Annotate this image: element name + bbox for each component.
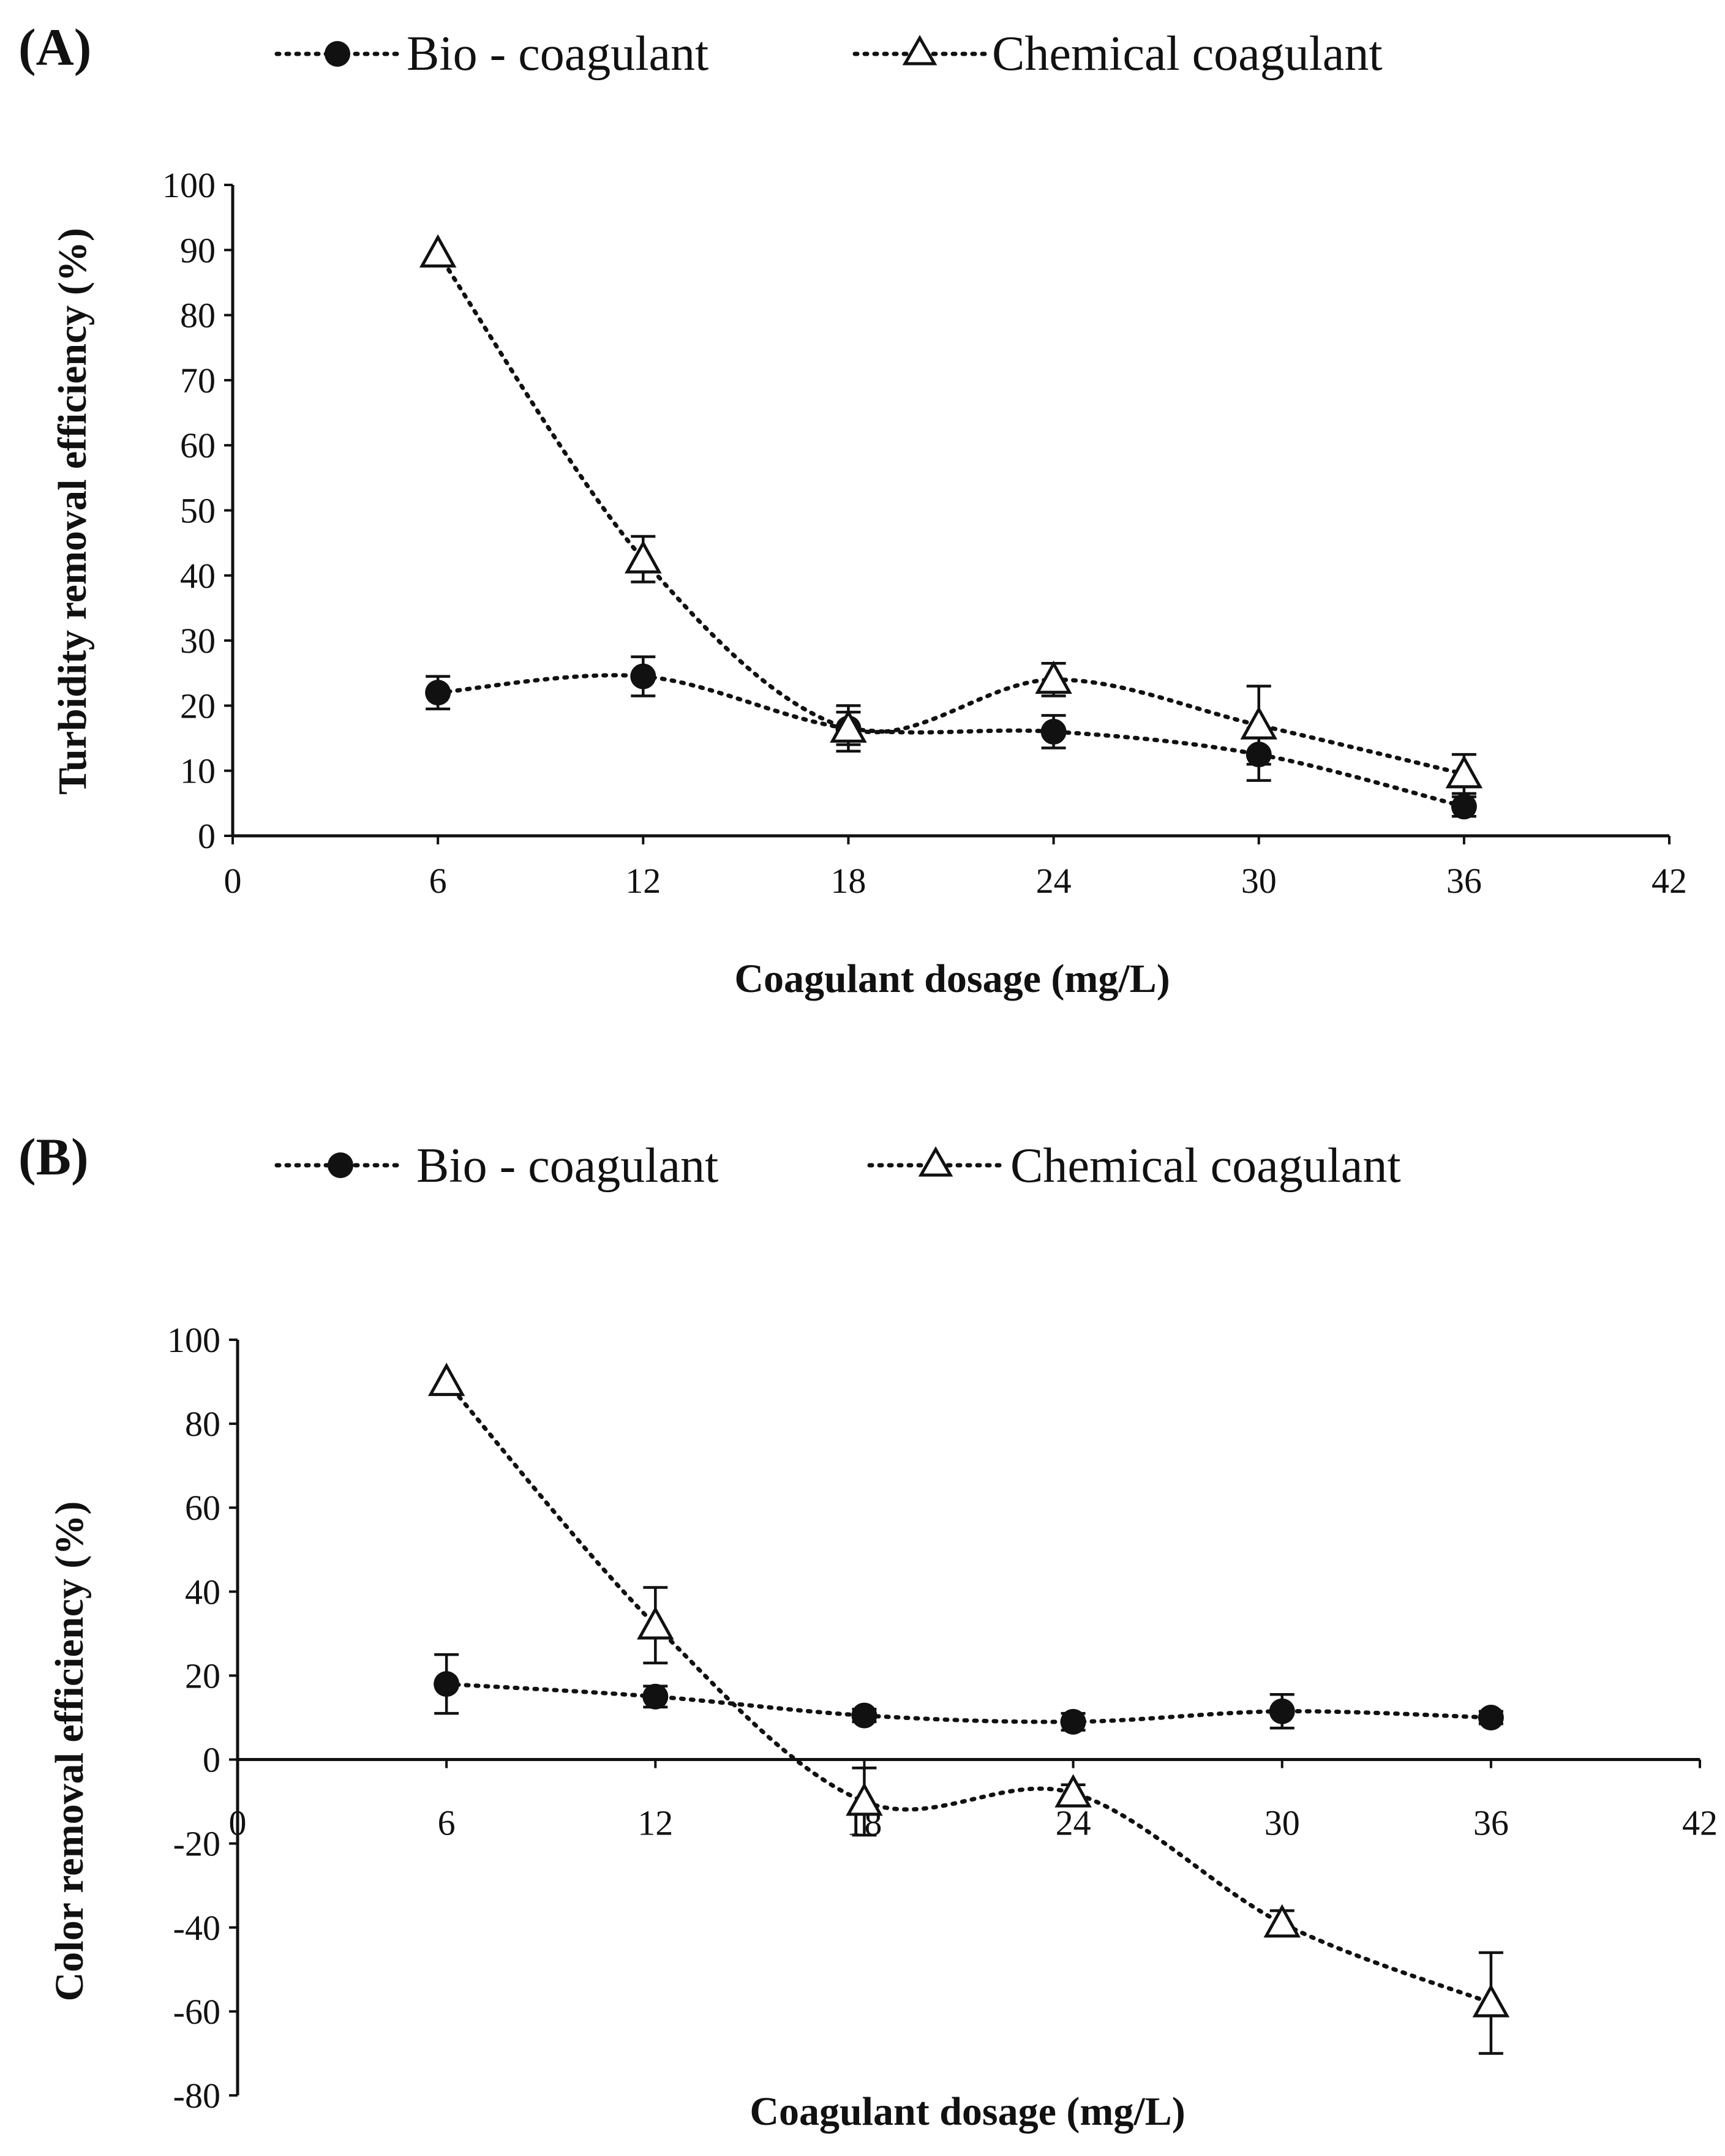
- b-xtick: 12: [637, 1803, 673, 1843]
- a-ytick: 100: [162, 165, 216, 205]
- a-xtick: 0: [224, 861, 242, 901]
- a-ytick: 10: [180, 751, 216, 791]
- a-ytick: 80: [180, 296, 216, 336]
- a-xtick: 24: [1036, 861, 1072, 901]
- panel-b-x-axis-title: Coagulant dosage (mg/L): [750, 2089, 1185, 2134]
- bio-data-point: [630, 663, 656, 689]
- b-ytick: -40: [173, 1908, 220, 1948]
- bio-data-point: [1040, 718, 1067, 745]
- a-ytick: 50: [180, 491, 216, 531]
- panel-b-label: (B): [18, 1127, 89, 1186]
- bio-data-point: [851, 1702, 878, 1729]
- b-xtick: 0: [229, 1803, 247, 1843]
- b-ytick: 40: [185, 1572, 220, 1612]
- panel-a-axes: [224, 184, 1671, 844]
- chemical-data-point: [625, 540, 662, 574]
- a-xtick: 42: [1652, 861, 1687, 901]
- panel-b: (B) Bio - coagulant Chemical coagulant 0…: [18, 1127, 1718, 2134]
- chemical-data-point: [427, 1362, 465, 1396]
- panel-b-y-axis-title: Color removal efficiency (%): [47, 1501, 92, 2002]
- panel-a-x-axis-title: Coagulant dosage (mg/L): [734, 956, 1170, 1001]
- legend-a-bio-marker: [325, 41, 350, 67]
- bio-series-line: [435, 673, 1467, 809]
- panel-b-axes: [229, 1339, 1701, 2097]
- panel-a-series: [419, 234, 1483, 820]
- chemical-series-line: [444, 1380, 1494, 2005]
- panel-a-y-ticks: 0 10 20 30 40 50 60 70 80 90 100: [162, 165, 216, 856]
- a-xtick: 6: [429, 861, 447, 901]
- a-xtick: 36: [1446, 861, 1482, 901]
- bio-data-point: [1451, 794, 1477, 820]
- b-ytick: -80: [173, 2076, 220, 2116]
- a-xtick: 30: [1241, 861, 1277, 901]
- a-ytick: 60: [180, 426, 216, 465]
- chemical-data-point: [419, 234, 457, 268]
- panel-b-series: [427, 1362, 1510, 2055]
- b-xtick: 36: [1473, 1803, 1509, 1843]
- bio-data-point: [642, 1683, 669, 1710]
- panel-a: (A) Bio - coagulant Chemical coagulant 0…: [18, 18, 1687, 1001]
- panel-b-legend: Bio - coagulant Chemical coagulant: [274, 1139, 1401, 1193]
- chemical-data-point: [1472, 1984, 1510, 2018]
- legend-b-bio-marker: [328, 1152, 353, 1178]
- b-ytick: 80: [185, 1404, 220, 1444]
- chemical-data-point: [1054, 1774, 1092, 1808]
- legend-b-bio-label: Bio - coagulant: [416, 1139, 718, 1193]
- bio-series-line: [444, 1681, 1494, 1724]
- chemical-series-line: [435, 251, 1467, 776]
- b-ytick: 60: [185, 1488, 220, 1528]
- bio-data-point: [434, 1671, 460, 1697]
- b-xtick: 6: [438, 1803, 456, 1843]
- chemical-data-point: [637, 1606, 674, 1640]
- b-ytick: -20: [173, 1824, 220, 1864]
- legend-b-chem-label: Chemical coagulant: [1010, 1139, 1401, 1193]
- panel-a-label: (A): [18, 18, 91, 77]
- panel-b-x-ticks: 0 6 12 18 24 30 36 42: [229, 1803, 1718, 1843]
- b-xtick: 24: [1056, 1803, 1091, 1843]
- panel-a-y-axis-title: Turbidity removal efficiency (%): [50, 228, 95, 795]
- a-ytick: 0: [198, 816, 216, 856]
- bio-data-point: [425, 680, 451, 706]
- panel-a-x-ticks: 0 6 12 18 24 30 36 42: [224, 861, 1688, 901]
- legend-b-chem-marker: [918, 1146, 953, 1177]
- bio-data-point: [1478, 1705, 1504, 1730]
- a-ytick: 40: [180, 556, 216, 596]
- a-xtick: 12: [625, 861, 661, 901]
- panel-a-legend: Bio - coagulant Chemical coagulant: [274, 27, 1383, 81]
- b-ytick: 20: [185, 1656, 220, 1696]
- chemical-data-point: [1263, 1904, 1301, 1938]
- a-ytick: 90: [180, 230, 216, 270]
- chemical-data-point: [1035, 660, 1072, 694]
- chemical-data-point: [846, 1782, 883, 1816]
- legend-a-chem-label: Chemical coagulant: [992, 27, 1383, 81]
- bio-data-point: [1269, 1698, 1295, 1724]
- b-ytick: 100: [167, 1320, 220, 1360]
- chemical-data-point: [830, 709, 867, 743]
- a-ytick: 20: [180, 686, 216, 726]
- a-ytick: 70: [180, 361, 216, 400]
- legend-a-bio-label: Bio - coagulant: [407, 27, 708, 81]
- b-ytick: -60: [173, 1992, 220, 2032]
- b-ytick: 0: [203, 1740, 220, 1780]
- panel-b-y-ticks: -80 -60 -40 -20 0 20 40 60 80 100: [167, 1320, 220, 2116]
- a-xtick: 18: [830, 861, 866, 901]
- b-xtick: 42: [1682, 1803, 1718, 1843]
- chemical-data-point: [1445, 754, 1483, 789]
- b-xtick: 30: [1265, 1803, 1300, 1843]
- chemical-data-point: [1240, 706, 1277, 740]
- bio-data-point: [1060, 1708, 1086, 1735]
- legend-a-chem-marker: [902, 34, 938, 66]
- a-ytick: 30: [180, 621, 216, 661]
